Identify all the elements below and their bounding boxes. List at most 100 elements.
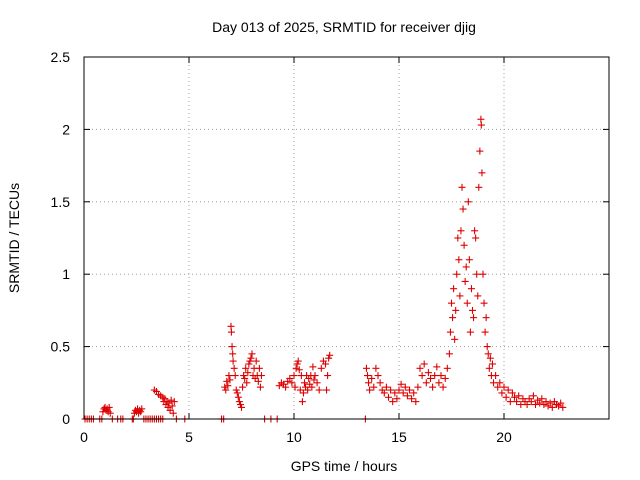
data-point <box>460 241 468 249</box>
data-point <box>245 360 253 368</box>
data-point <box>435 379 443 387</box>
data-point <box>450 285 458 293</box>
data-point <box>484 350 492 358</box>
data-point <box>433 363 441 371</box>
data-point <box>422 379 430 387</box>
data-point <box>471 227 479 235</box>
data-point <box>222 386 230 394</box>
data-point <box>391 389 399 397</box>
data-point <box>463 299 471 307</box>
data-point <box>474 292 482 300</box>
data-point <box>453 270 461 278</box>
data-point <box>424 369 432 377</box>
data-point <box>538 395 546 403</box>
data-point <box>257 372 265 380</box>
data-point <box>513 398 521 406</box>
x-tick-label: 15 <box>391 429 407 445</box>
data-point <box>376 379 384 387</box>
data-point <box>466 328 474 336</box>
data-point <box>325 354 333 362</box>
grid-layer <box>84 57 609 419</box>
y-tick-label: 2.5 <box>51 49 71 65</box>
data-point <box>395 386 403 394</box>
data-point <box>465 256 473 264</box>
data-point <box>301 379 308 387</box>
data-point <box>310 376 318 384</box>
x-tick-label: 5 <box>185 429 193 445</box>
data-point <box>298 398 306 406</box>
data-point <box>479 270 487 278</box>
data-point <box>476 147 484 155</box>
data-point <box>457 227 465 235</box>
tick-layer: 0 5 10 15 20 0 0.5 1 1.5 2 2.5 <box>51 49 609 445</box>
data-point <box>374 372 382 380</box>
data-point <box>137 408 145 416</box>
data-point <box>240 372 248 380</box>
y-tick-label: 2 <box>62 121 70 137</box>
data-point <box>452 306 460 314</box>
data-point <box>299 389 307 397</box>
data-point <box>230 364 238 372</box>
data-point <box>372 364 380 372</box>
data-point <box>166 406 174 414</box>
data-point <box>469 306 476 314</box>
data-point <box>322 360 329 368</box>
data-point <box>414 383 422 391</box>
data-point <box>247 354 255 362</box>
data-point <box>254 377 262 385</box>
data-point <box>244 369 252 377</box>
data-point <box>502 393 510 401</box>
data-point <box>290 372 298 380</box>
data-point <box>458 183 466 191</box>
data-point <box>508 389 516 397</box>
data-point <box>223 377 231 385</box>
data-point <box>252 357 260 365</box>
data-point <box>439 383 447 391</box>
data-point <box>475 183 483 191</box>
data-point <box>382 383 390 391</box>
data-point <box>304 386 312 394</box>
data-point <box>454 234 462 242</box>
data-point <box>168 402 176 410</box>
data-point <box>309 363 317 371</box>
data-point <box>282 383 290 391</box>
data-point <box>492 372 500 380</box>
data-point <box>292 364 300 372</box>
data-point <box>311 372 319 380</box>
y-tick-label: 1 <box>62 266 70 282</box>
data-point <box>456 292 464 300</box>
data-point <box>380 389 388 397</box>
data-point <box>234 393 242 401</box>
data-point <box>294 357 302 365</box>
data-point <box>233 389 241 397</box>
data-point <box>548 403 556 411</box>
data-point <box>399 389 407 397</box>
data-point <box>532 401 539 409</box>
data-point <box>446 328 454 336</box>
data-point <box>467 285 475 293</box>
data-point <box>243 379 251 387</box>
data-point <box>105 403 113 411</box>
data-point <box>477 121 485 129</box>
data-points <box>81 115 567 423</box>
data-point <box>256 383 264 391</box>
data-point <box>523 401 531 409</box>
data-point <box>412 398 420 406</box>
data-point <box>364 372 371 380</box>
data-point <box>385 393 392 401</box>
data-point <box>242 364 250 372</box>
data-point <box>443 364 451 372</box>
data-point <box>401 383 409 391</box>
y-tick-label: 0 <box>62 411 70 427</box>
data-point <box>437 372 445 380</box>
data-point <box>246 357 254 365</box>
data-point <box>431 372 439 380</box>
data-point <box>138 405 146 413</box>
data-point <box>389 398 397 406</box>
data-point <box>229 350 237 358</box>
data-point <box>365 379 373 387</box>
data-point <box>418 372 426 380</box>
chart-title: Day 013 of 2025, SRMTID for receiver dji… <box>212 19 476 35</box>
data-point <box>226 376 234 384</box>
